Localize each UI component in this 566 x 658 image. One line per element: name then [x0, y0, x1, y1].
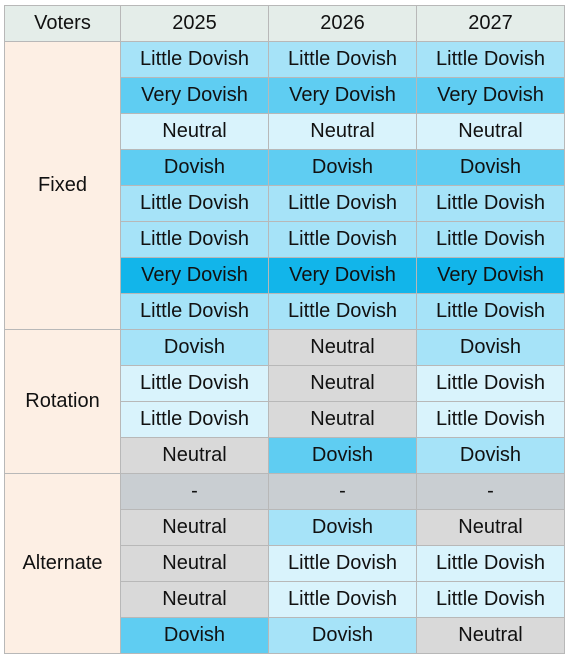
table-row: Neutral Dovish Neutral — [5, 509, 565, 546]
table-cell: Very Dovish — [268, 257, 417, 294]
group-label-rotation: Rotation — [4, 329, 121, 474]
year-header-2026: 2026 — [268, 5, 417, 42]
table-cell: Little Dovish — [416, 41, 565, 78]
table-cell: Dovish — [268, 437, 417, 474]
table-row: Dovish Dovish Neutral — [5, 617, 565, 654]
table-cell: Very Dovish — [268, 77, 417, 114]
table-cell: Dovish — [268, 617, 417, 654]
table-row: Alternate - - - — [4, 473, 565, 654]
table-cell: Neutral — [268, 365, 417, 402]
table-cell: Little Dovish — [416, 365, 565, 402]
table-cell: Neutral — [416, 617, 565, 654]
table-row: Dovish Dovish Dovish — [5, 149, 565, 186]
table-row: Neutral Little Dovish Little Dovish — [5, 581, 565, 618]
table-cell: Little Dovish — [120, 365, 269, 402]
table-cell: Neutral — [268, 329, 417, 366]
table-row: Neutral Little Dovish Little Dovish — [5, 545, 565, 582]
table-cell: Dovish — [268, 149, 417, 186]
table-cell: Little Dovish — [120, 41, 269, 78]
table-row: Fixed Little Dovish Little Dovish Little Do… — [4, 41, 565, 330]
table-cell: Little Dovish — [416, 293, 565, 330]
year-header-2027: 2027 — [416, 5, 565, 42]
table-cell: Very Dovish — [120, 77, 269, 114]
table-row: Little Dovish Neutral Little Dovish — [5, 365, 565, 402]
table-row: Very Dovish Very Dovish Very Dovish — [5, 77, 565, 114]
table-cell: - — [120, 473, 269, 510]
table-cell: Neutral — [120, 437, 269, 474]
table-cell: Neutral — [268, 401, 417, 438]
table-cell: Little Dovish — [416, 221, 565, 258]
table-cell: Dovish — [120, 329, 269, 366]
table-row: Neutral Neutral Neutral — [5, 113, 565, 150]
table-cell: - — [416, 473, 565, 510]
header-row: Voters 2025 2026 2027 — [4, 5, 565, 42]
table-cell: Little Dovish — [268, 293, 417, 330]
table-cell: Little Dovish — [268, 185, 417, 222]
table-cell: Very Dovish — [416, 257, 565, 294]
table-cell: Dovish — [416, 437, 565, 474]
table-cell: Little Dovish — [268, 545, 417, 582]
table-cell: Neutral — [120, 113, 269, 150]
table-cell: Little Dovish — [268, 581, 417, 618]
table-cell: Neutral — [120, 545, 269, 582]
table-row: Little Dovish Little Dovish Little Dovish — [5, 293, 565, 330]
table-cell: Dovish — [416, 329, 565, 366]
table-cell: Dovish — [120, 149, 269, 186]
table-cell: Very Dovish — [416, 77, 565, 114]
table-cell: Little Dovish — [120, 185, 269, 222]
group-label-fixed: Fixed — [4, 41, 121, 330]
table-cell: Little Dovish — [268, 41, 417, 78]
voters-table: Voters 2025 2026 2027 Fixed Little Dovish… — [4, 5, 565, 654]
table-cell: Neutral — [268, 113, 417, 150]
voters-header: Voters — [4, 5, 121, 42]
table-cell: Little Dovish — [120, 401, 269, 438]
table-row: Neutral Dovish Dovish — [5, 437, 565, 474]
table-row: Little Dovish Little Dovish Little Dovish — [5, 185, 565, 222]
table-cell: Little Dovish — [120, 221, 269, 258]
year-header-2025: 2025 — [120, 5, 269, 42]
table-cell: Dovish — [416, 149, 565, 186]
table-row: Little Dovish Neutral Little Dovish — [5, 401, 565, 438]
table-row: Little Dovish Little Dovish Little Dovish — [5, 221, 565, 258]
table-cell: Neutral — [120, 509, 269, 546]
table-cell: Little Dovish — [416, 185, 565, 222]
table-cell: - — [268, 473, 417, 510]
table-cell: Little Dovish — [416, 545, 565, 582]
group-label-alternate: Alternate — [4, 473, 121, 654]
voters-table-container: Voters 2025 2026 2027 Fixed Little Dovish… — [4, 5, 565, 654]
table-cell: Neutral — [416, 113, 565, 150]
table-cell: Dovish — [120, 617, 269, 654]
table-cell: Neutral — [120, 581, 269, 618]
table-cell: Dovish — [268, 509, 417, 546]
table-cell: Little Dovish — [120, 293, 269, 330]
table-cell: Very Dovish — [120, 257, 269, 294]
table-row: Rotation Dovish Neutral Dovish — [4, 329, 565, 474]
table-cell: Neutral — [416, 509, 565, 546]
table-cell: Little Dovish — [416, 401, 565, 438]
table-cell: Little Dovish — [268, 221, 417, 258]
table-cell: Little Dovish — [416, 581, 565, 618]
